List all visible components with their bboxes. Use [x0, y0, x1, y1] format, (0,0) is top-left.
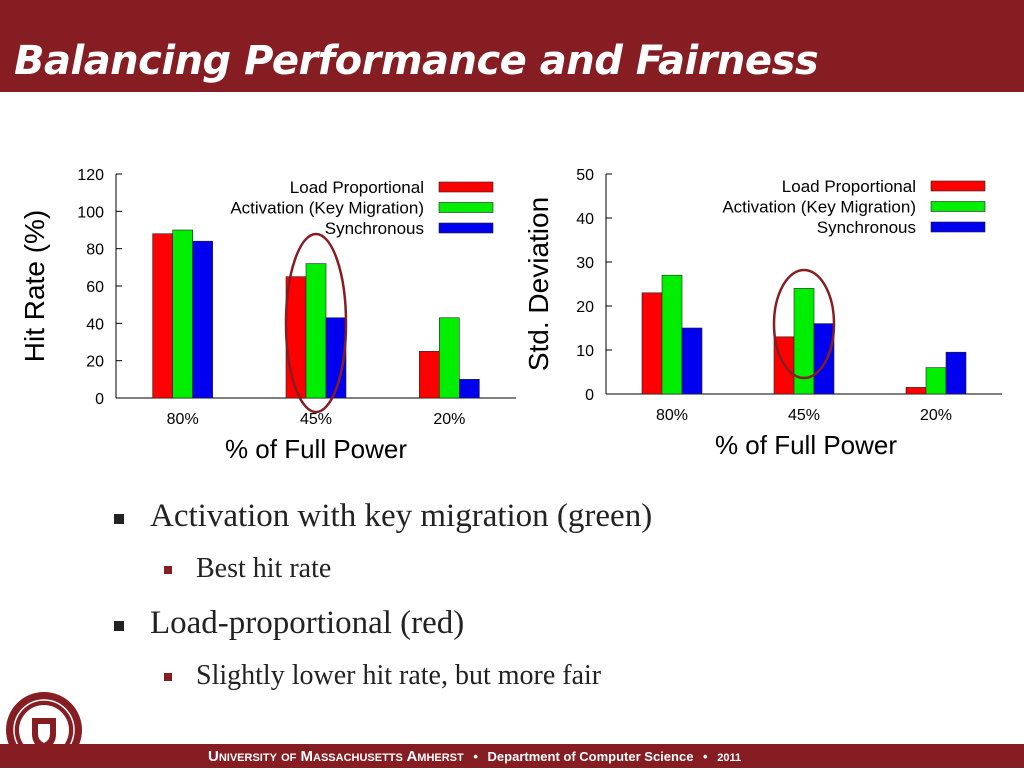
bar-synchronous	[945, 351, 967, 395]
bullet-marker	[114, 514, 124, 524]
slide-title: Balancing Performance and Fairness	[14, 38, 819, 84]
legend-label: Activation (Key Migration)	[230, 199, 424, 218]
bullet-item: Load-proportional (red)	[150, 605, 465, 641]
x-tick-label: 80%	[656, 407, 688, 424]
sub-bullet-item: Best hit rate	[196, 553, 332, 584]
sub-bullet-marker	[164, 673, 172, 681]
footer-bar	[0, 744, 1024, 768]
legend-swatch	[438, 202, 494, 213]
footer-separator: •	[703, 749, 708, 764]
hit-rate-chart: 0 20 40 60 80 100 120 80% 45% 20% Load Proportiona…	[19, 167, 516, 464]
title-bar: Balancing Performance and Fairness	[0, 0, 1024, 92]
y-tick-label: 100	[77, 204, 104, 221]
y-tick-label: 80	[86, 242, 104, 259]
x-axis-title: % of Full Power	[715, 430, 897, 460]
x-tick-label: 20%	[433, 411, 465, 428]
legend-swatch	[930, 180, 986, 192]
footer-separator: •	[473, 749, 478, 764]
bar-activation	[172, 229, 193, 399]
bar-synchronous	[325, 317, 347, 399]
y-axis-title: Std. Deviation	[523, 197, 554, 371]
legend-swatch	[930, 201, 986, 212]
footer-department: Department of Computer Science	[487, 749, 694, 764]
y-tick-label: 60	[86, 279, 104, 296]
bar-load-proportional	[285, 276, 307, 399]
bullet-item: Activation with key migration (green)	[150, 498, 653, 534]
highlight-circle	[284, 232, 348, 414]
bar-synchronous	[681, 327, 703, 395]
y-tick-label: 20	[576, 299, 594, 316]
x-tick-label: 45%	[788, 407, 820, 424]
std-deviation-chart: 0 10 20 30 40 50 80% 45% 20% Load Proportional Act…	[523, 167, 1002, 460]
bar-synchronous	[192, 240, 213, 399]
x-tick-label: 20%	[920, 407, 952, 424]
bar-load-proportional	[419, 351, 440, 399]
x-axis-title: % of Full Power	[225, 434, 407, 464]
sub-bullet-marker	[164, 566, 172, 574]
y-tick-label: 50	[576, 167, 594, 184]
y-tick-label: 40	[86, 316, 104, 333]
bar-load-proportional	[905, 387, 927, 395]
legend-label: Load Proportional	[290, 178, 424, 197]
highlight-circle	[772, 268, 836, 380]
bar-load-proportional	[641, 292, 663, 395]
y-tick-label: 40	[576, 211, 594, 228]
y-tick-label: 20	[86, 354, 104, 371]
legend-label: Activation (Key Migration)	[722, 198, 916, 217]
bar-activation	[661, 274, 683, 395]
footer-text: University of Massachusetts Amherst • De…	[208, 748, 741, 765]
x-tick-label: 45%	[300, 411, 332, 428]
sub-bullet-item: Slightly lower hit rate, but more fair	[196, 660, 602, 691]
legend-swatch	[438, 181, 494, 193]
bar-load-proportional	[152, 233, 173, 399]
bar-synchronous	[813, 323, 835, 395]
y-tick-label: 0	[95, 391, 104, 408]
bullet-marker	[114, 621, 124, 631]
footer-year: 2011	[717, 752, 742, 764]
bar-activation	[439, 317, 460, 399]
y-tick-label: 120	[77, 167, 104, 184]
y-axis-title: Hit Rate (%)	[19, 210, 50, 362]
legend-label: Load Proportional	[782, 177, 916, 196]
y-tick-label: 30	[576, 255, 594, 272]
footer-university: University of Massachusetts Amherst	[208, 748, 464, 765]
x-tick-label: 80%	[167, 411, 199, 428]
legend-swatch	[438, 222, 494, 234]
legend-swatch	[930, 221, 986, 233]
legend-label: Synchronous	[325, 219, 424, 238]
bar-synchronous	[459, 379, 480, 399]
bar-activation	[305, 263, 327, 399]
y-tick-label: 0	[585, 387, 594, 404]
bar-activation	[925, 367, 947, 395]
legend-label: Synchronous	[817, 218, 916, 237]
y-tick-label: 10	[576, 343, 594, 360]
